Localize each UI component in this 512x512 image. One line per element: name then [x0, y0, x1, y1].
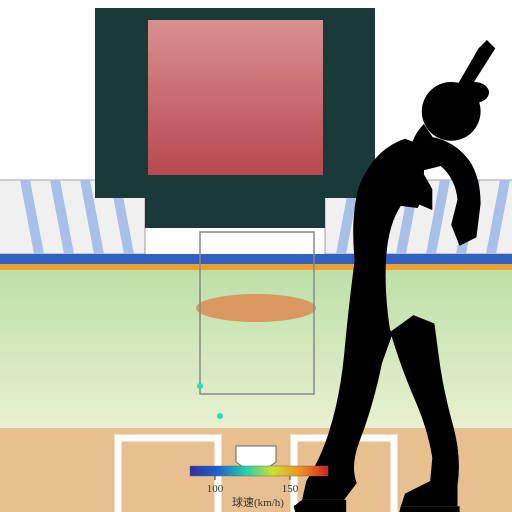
- outfield-wall-blue: [0, 254, 512, 264]
- legend-bar: [190, 466, 328, 476]
- legend-tick-label: 150: [282, 483, 299, 495]
- scoreboard-base: [145, 198, 325, 228]
- legend-axis-label: 球速(km/h): [232, 495, 284, 509]
- outfield-wall-orange: [0, 264, 512, 270]
- scoreboard-panel: [148, 20, 323, 175]
- pitch-marker: [197, 383, 203, 389]
- pitch-marker: [217, 413, 223, 419]
- pitchers-mound: [196, 294, 316, 322]
- pitch-location-chart: 100 150 球速(km/h): [0, 0, 512, 512]
- legend-tick-label: 100: [207, 483, 224, 495]
